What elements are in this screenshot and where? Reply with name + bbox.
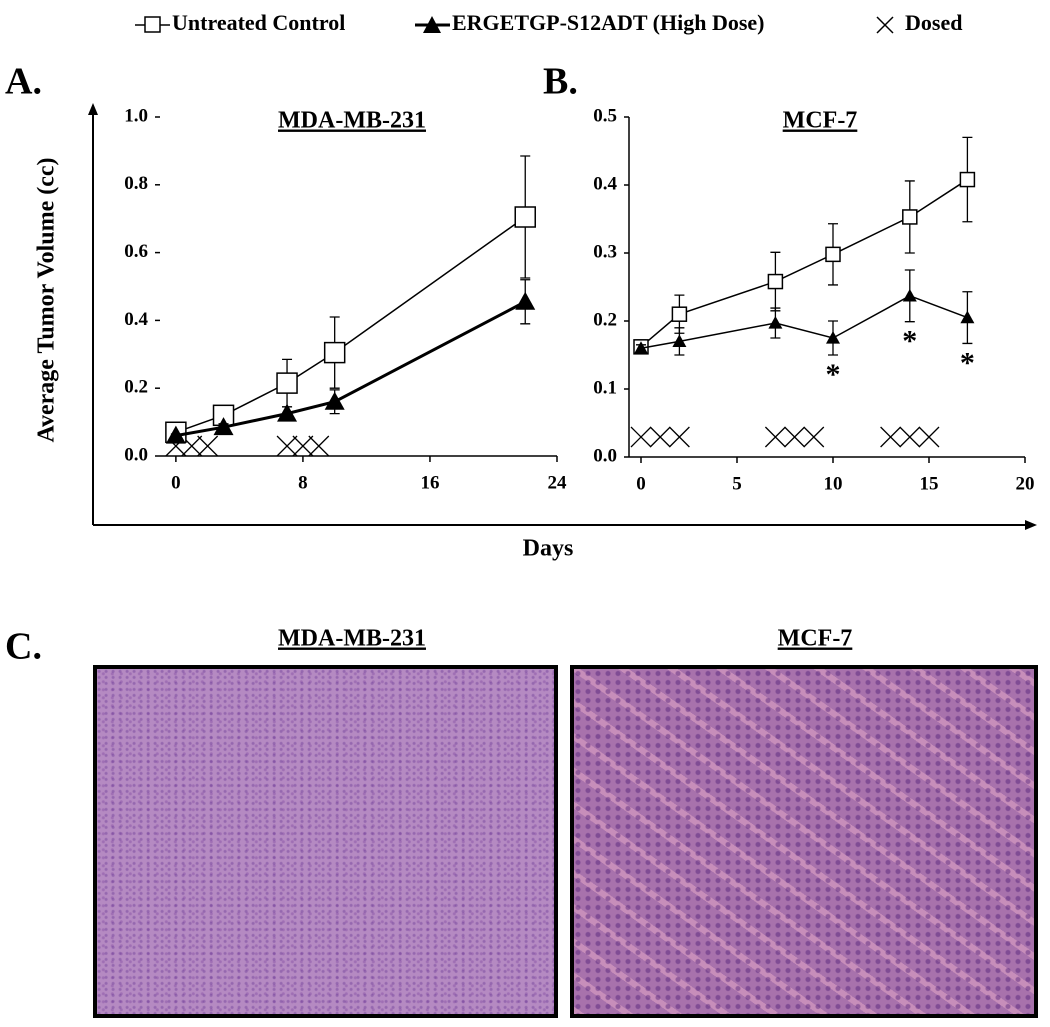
legend-marker xyxy=(423,16,441,33)
dose-marker xyxy=(899,426,921,448)
x-tick-label: 8 xyxy=(298,472,308,493)
point xyxy=(902,209,918,225)
legend-marker xyxy=(876,16,894,34)
point xyxy=(959,171,976,188)
y-tick-label: 0.5 xyxy=(593,105,617,126)
significance-marker: * xyxy=(826,358,841,391)
y-tick-label: 0.0 xyxy=(593,445,617,466)
y-tick-label: 0.1 xyxy=(593,377,617,398)
dose-marker xyxy=(880,426,902,448)
chart-title: MCF-7 xyxy=(783,108,858,134)
series-line xyxy=(175,216,526,433)
dose-marker xyxy=(764,426,786,448)
point xyxy=(672,334,687,347)
y-tick-label: 0.2 xyxy=(593,309,617,330)
point xyxy=(825,246,841,263)
y-tick-label: 0.8 xyxy=(124,173,148,194)
chart-title: MDA-MB-231 xyxy=(278,108,426,134)
point xyxy=(277,403,298,422)
panel-label: B. xyxy=(543,61,578,103)
point xyxy=(960,310,975,324)
dose-marker xyxy=(197,435,219,457)
dose-marker xyxy=(630,426,652,448)
histology-image xyxy=(93,665,558,1018)
point xyxy=(634,341,648,354)
dose-marker xyxy=(308,435,330,457)
y-tick-label: 0.6 xyxy=(124,241,148,262)
x-tick-label: 0 xyxy=(171,472,181,493)
y-tick-label: 0.0 xyxy=(124,444,148,465)
y-tick-label: 0.4 xyxy=(124,309,148,330)
dose-marker xyxy=(276,435,298,457)
series-line xyxy=(640,295,968,349)
point xyxy=(826,331,840,344)
y-tick-label: 0.2 xyxy=(124,377,148,398)
panel-label: A. xyxy=(5,61,42,103)
x-tick-label: 15 xyxy=(920,473,939,494)
dose-marker xyxy=(918,426,940,448)
point xyxy=(276,372,298,394)
x-tick-label: 0 xyxy=(636,473,646,494)
x-tick-label: 24 xyxy=(548,472,568,493)
point xyxy=(902,288,917,302)
x-tick-label: 20 xyxy=(1016,473,1035,494)
y-tick-label: 1.0 xyxy=(124,105,148,126)
histology-image xyxy=(570,665,1038,1018)
x-tick-label: 16 xyxy=(420,472,439,493)
x-axis-label: Days xyxy=(523,536,574,562)
dose-marker xyxy=(668,426,690,448)
axis-arrow xyxy=(88,103,98,115)
x-tick-label: 5 xyxy=(732,473,742,494)
axis-arrow xyxy=(1025,520,1037,530)
point xyxy=(514,206,536,228)
image-title: MCF-7 xyxy=(778,626,853,652)
legend-marker xyxy=(144,16,161,33)
point xyxy=(767,273,784,290)
point xyxy=(323,341,346,364)
significance-marker: * xyxy=(902,325,917,358)
dose-marker xyxy=(803,426,825,448)
series-line xyxy=(640,178,968,348)
y-axis-label: Average Tumor Volume (cc) xyxy=(34,157,60,442)
image-title: MDA-MB-231 xyxy=(278,626,426,652)
significance-marker: * xyxy=(960,346,975,379)
legend-label: Untreated Control xyxy=(172,10,345,35)
point xyxy=(671,306,688,322)
panel-label: C. xyxy=(5,626,42,668)
dose-marker xyxy=(292,435,314,457)
x-tick-label: 10 xyxy=(824,473,843,494)
point xyxy=(515,291,536,310)
point xyxy=(213,417,234,436)
point xyxy=(768,316,783,329)
legend-label: Dosed xyxy=(905,10,962,35)
dose-marker xyxy=(649,426,671,448)
point xyxy=(324,391,345,410)
legend: Untreated Control ERGETGP-S12ADT (High D… xyxy=(135,10,962,35)
dose-marker xyxy=(784,426,806,448)
legend-label: ERGETGP-S12ADT (High Dose) xyxy=(452,10,765,35)
y-tick-label: 0.4 xyxy=(593,173,617,194)
point xyxy=(165,425,186,444)
y-tick-label: 0.3 xyxy=(593,241,617,262)
